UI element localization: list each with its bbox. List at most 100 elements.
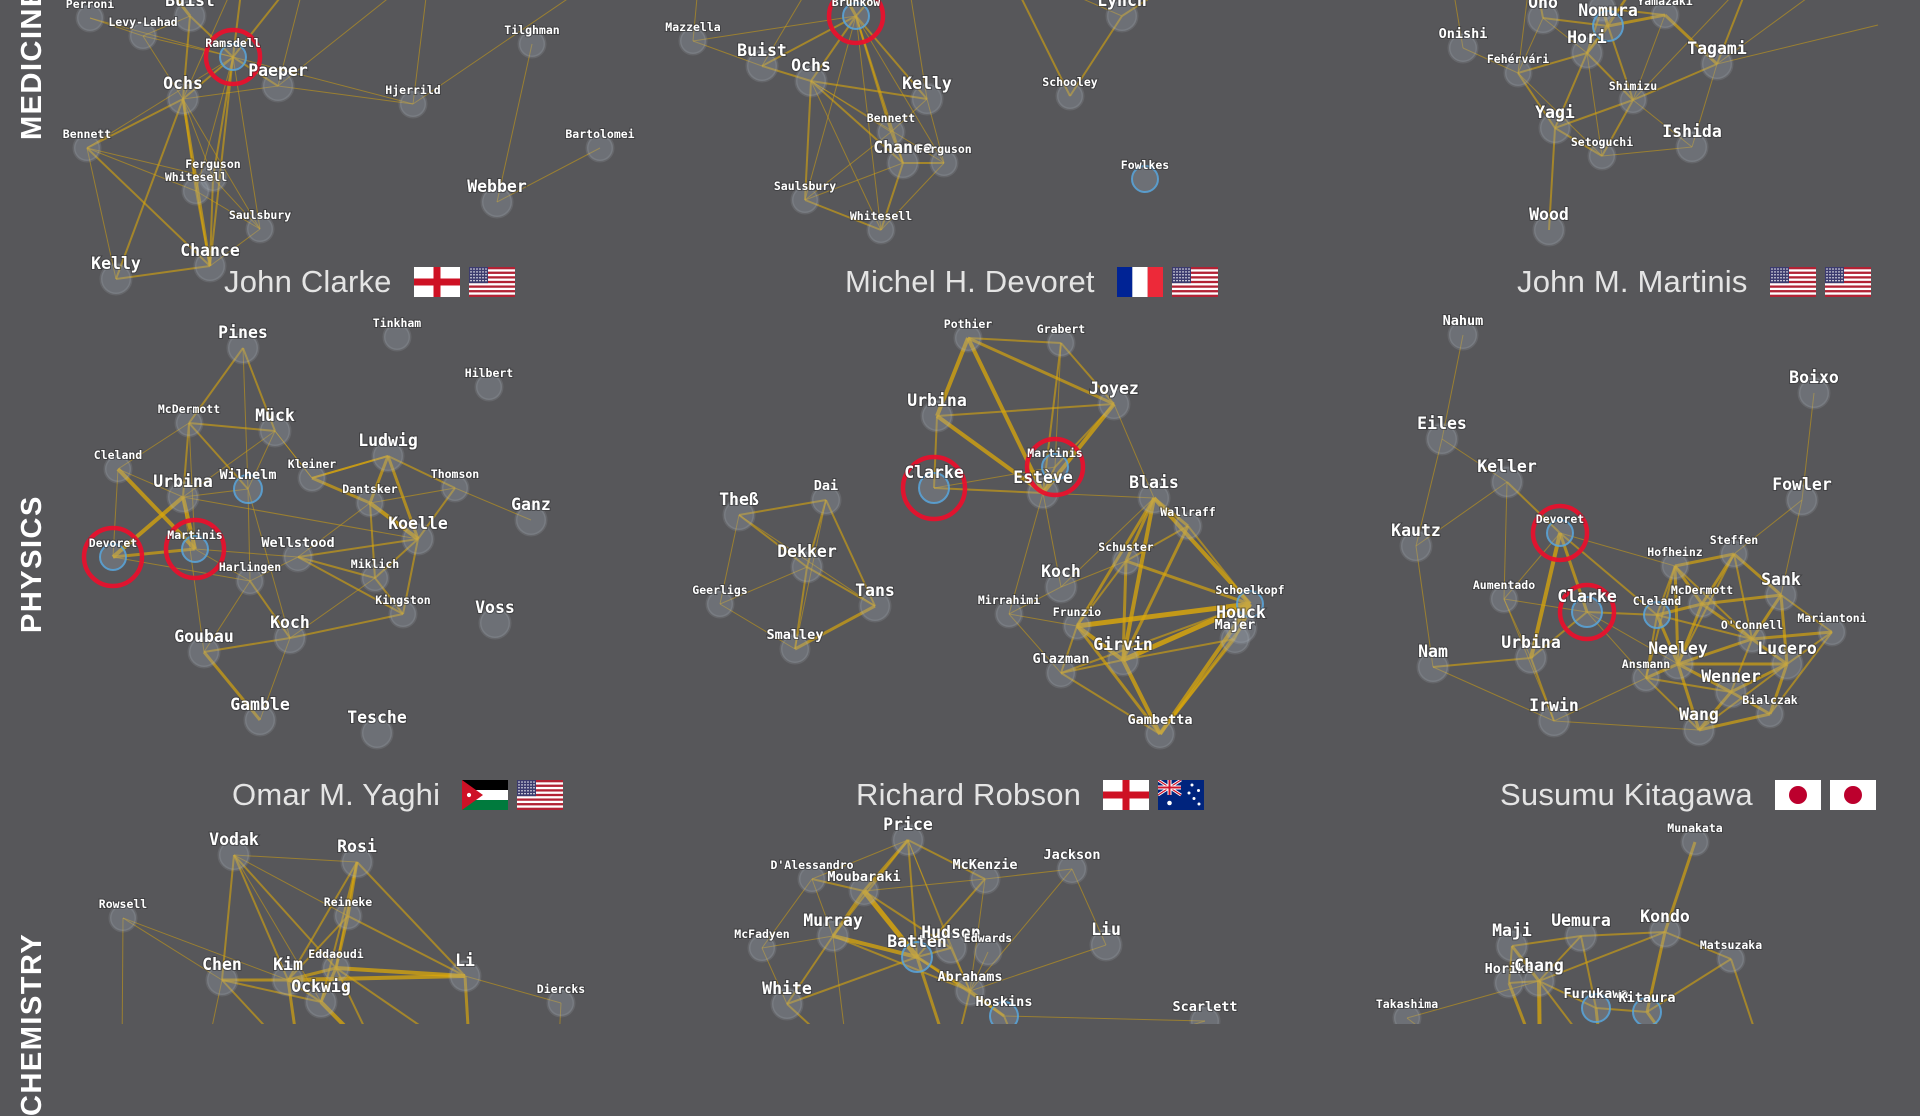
node-schuster[interactable] <box>1111 546 1141 576</box>
node-paeper[interactable] <box>261 69 295 103</box>
node-hjerrild[interactable] <box>398 89 428 119</box>
node-hori[interactable] <box>1570 36 1604 70</box>
node-houck[interactable] <box>1224 611 1258 645</box>
node-mcfadyen[interactable] <box>747 933 777 963</box>
node-onishi[interactable] <box>1447 32 1479 64</box>
node-ansmann[interactable] <box>1631 663 1661 693</box>
node-whitesell[interactable] <box>181 176 211 206</box>
node-ishida[interactable] <box>1675 130 1709 164</box>
node-buist[interactable] <box>173 0 207 33</box>
node-brunkow[interactable] <box>842 2 870 30</box>
node-devoret[interactable] <box>1546 519 1574 547</box>
node-setoguchi[interactable] <box>1587 141 1617 171</box>
node-yamazaki[interactable] <box>1650 0 1680 30</box>
node-kelly[interactable] <box>910 82 944 116</box>
node-whitesell[interactable] <box>866 215 896 245</box>
node-gambetta[interactable] <box>1144 718 1176 750</box>
node-buist[interactable] <box>745 49 779 83</box>
node-mckenzie[interactable] <box>969 863 1001 895</box>
node-urbina[interactable] <box>920 399 954 433</box>
node-urbina[interactable] <box>166 480 200 514</box>
node-mcdermott[interactable] <box>174 408 204 438</box>
node-vodak[interactable] <box>217 838 251 872</box>
node-tinkham[interactable] <box>382 322 412 352</box>
node-frunzio[interactable] <box>1062 611 1092 641</box>
node-keller[interactable] <box>1490 465 1524 499</box>
node-nahum[interactable] <box>1447 319 1479 351</box>
node-li[interactable] <box>448 959 482 993</box>
node-koelle[interactable] <box>401 522 435 556</box>
node-pothier[interactable] <box>953 323 983 353</box>
node-chance[interactable] <box>886 146 920 180</box>
node-o-connell[interactable] <box>1737 624 1767 654</box>
node-irwin[interactable] <box>1537 704 1571 738</box>
node-cleland[interactable] <box>1643 601 1671 629</box>
node-d-alessandro[interactable] <box>797 864 827 894</box>
node-tagami[interactable] <box>1700 47 1734 81</box>
node-wilhelm[interactable] <box>233 474 263 504</box>
node-dekker[interactable] <box>790 550 824 584</box>
node-cleland[interactable] <box>103 454 133 484</box>
node-munakata[interactable] <box>1680 827 1710 857</box>
node-wood[interactable] <box>1532 213 1566 247</box>
node-aumentado[interactable] <box>1489 584 1519 614</box>
node-ramsdell[interactable] <box>219 43 247 71</box>
node-murray[interactable] <box>816 919 850 953</box>
node-feh-rv-ri[interactable] <box>1503 58 1533 88</box>
node-kelly[interactable] <box>99 262 133 296</box>
node-kleiner[interactable] <box>297 463 327 493</box>
node-koch[interactable] <box>273 621 307 655</box>
node-bennett[interactable] <box>876 117 906 147</box>
node-blais[interactable] <box>1137 481 1171 515</box>
node-saulsbury[interactable] <box>245 214 275 244</box>
node-koch[interactable] <box>1044 570 1078 604</box>
node-wenner[interactable] <box>1714 675 1748 709</box>
node-scarlett[interactable] <box>1189 1005 1221 1024</box>
node-fowler[interactable] <box>1785 483 1819 517</box>
node-matsuzaka[interactable] <box>1716 944 1746 974</box>
node-mazzella[interactable] <box>678 26 708 56</box>
node-maji[interactable] <box>1495 929 1529 963</box>
node-gamble[interactable] <box>243 703 277 737</box>
node-clarke[interactable] <box>1571 596 1603 628</box>
node-wellstood[interactable] <box>282 541 314 573</box>
node-ono[interactable] <box>1526 1 1560 35</box>
node-m-ck[interactable] <box>258 414 292 448</box>
node-hudson[interactable] <box>934 931 968 965</box>
node-schooley[interactable] <box>1055 81 1085 111</box>
node-kim[interactable] <box>271 963 305 997</box>
node-ockwig[interactable] <box>304 985 338 1019</box>
node-takashima[interactable] <box>1392 1003 1422 1024</box>
node-lucero[interactable] <box>1770 647 1804 681</box>
node-eiles[interactable] <box>1425 422 1459 456</box>
node-abrahams[interactable] <box>954 975 986 1007</box>
node-levy-lahad[interactable] <box>128 21 158 51</box>
node-ochs[interactable] <box>794 64 828 98</box>
node-tans[interactable] <box>858 589 892 623</box>
node-grabert[interactable] <box>1046 328 1076 358</box>
node-martinis[interactable] <box>181 535 209 563</box>
node-neeley[interactable] <box>1661 647 1695 681</box>
node-ferguson[interactable] <box>929 148 959 178</box>
node-bennett[interactable] <box>72 133 102 163</box>
node-voss[interactable] <box>478 606 512 640</box>
node-urbina[interactable] <box>1514 641 1548 675</box>
node-furukawa[interactable] <box>1581 993 1611 1023</box>
node-liu[interactable] <box>1089 928 1123 962</box>
node-hilbert[interactable] <box>474 372 504 402</box>
node-mirrahimi[interactable] <box>994 599 1024 629</box>
node-boixo[interactable] <box>1797 376 1831 410</box>
node-saulsbury[interactable] <box>790 185 820 215</box>
node-rowsell[interactable] <box>108 903 138 933</box>
node-wallraff[interactable] <box>1173 511 1203 541</box>
node-martinis[interactable] <box>1041 453 1069 481</box>
node-hofheinz[interactable] <box>1660 551 1690 581</box>
node-batten[interactable] <box>901 941 933 973</box>
node-jackson[interactable] <box>1056 853 1088 885</box>
node-ferguson[interactable] <box>198 163 228 193</box>
node-majer[interactable] <box>1219 623 1251 655</box>
node-edwards[interactable] <box>973 937 1003 967</box>
node-eddaoudi[interactable] <box>321 953 351 983</box>
node-the[interactable] <box>722 498 756 532</box>
node-kitaura[interactable] <box>1632 997 1662 1024</box>
